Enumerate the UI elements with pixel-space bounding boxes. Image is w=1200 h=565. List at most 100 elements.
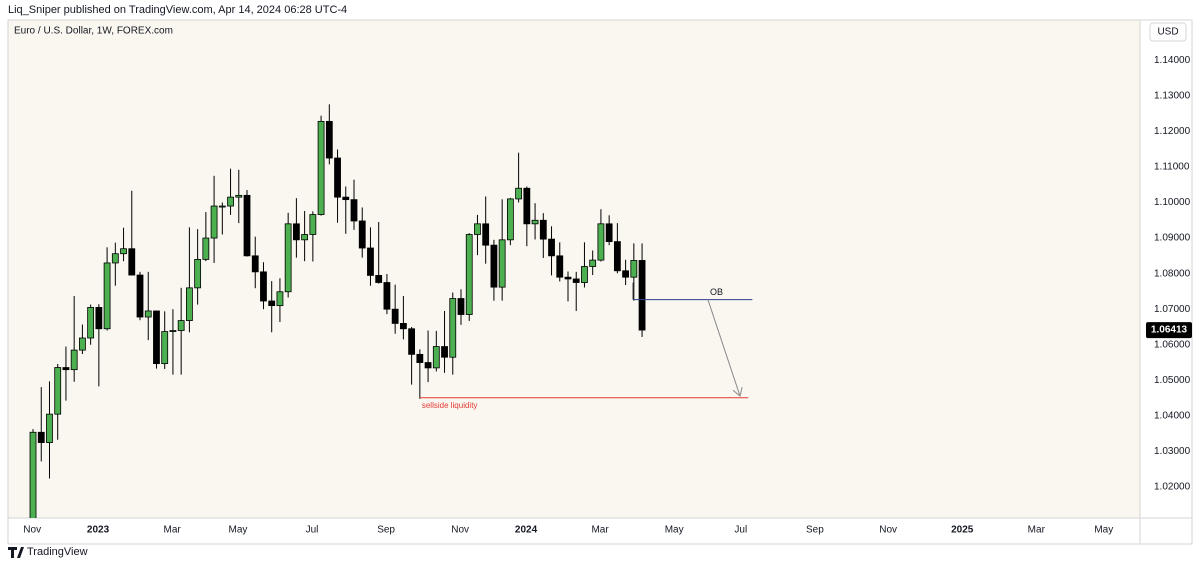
x-tick-label: Sep bbox=[377, 525, 395, 536]
candle-body bbox=[29, 431, 37, 518]
currency-box bbox=[1149, 22, 1187, 42]
footer-text: TradingView bbox=[27, 546, 88, 558]
candle-body bbox=[276, 291, 284, 307]
candle-body bbox=[120, 248, 127, 255]
candle-body bbox=[317, 120, 325, 215]
x-tick-label: Mar bbox=[163, 525, 181, 536]
candle-body bbox=[613, 241, 621, 272]
x-tick-label: Mar bbox=[591, 525, 609, 536]
candle-body bbox=[589, 259, 597, 267]
y-tick-label: 1.13000 bbox=[1154, 90, 1191, 101]
x-tick-label: 2025 bbox=[951, 525, 974, 536]
candle-body bbox=[111, 253, 119, 264]
candle-body bbox=[523, 187, 531, 225]
header-text: Liq_Sniper published on TradingView.com,… bbox=[8, 4, 347, 16]
y-tick-label: 1.09000 bbox=[1154, 233, 1191, 244]
candle-body bbox=[391, 308, 399, 324]
candle-body bbox=[284, 223, 292, 293]
x-tick-label: Jul bbox=[306, 525, 319, 536]
candle-body bbox=[441, 346, 448, 358]
candle-body bbox=[638, 260, 646, 331]
candle-body bbox=[70, 349, 78, 371]
candle-body bbox=[605, 223, 613, 243]
footer-logo: TradingView bbox=[8, 546, 88, 558]
candle-body bbox=[399, 323, 407, 330]
y-tick-label: 1.14000 bbox=[1154, 55, 1191, 66]
candle-body bbox=[334, 157, 341, 198]
x-tick-label: 2023 bbox=[87, 525, 110, 536]
y-tick-label: 1.08000 bbox=[1154, 268, 1191, 279]
x-tick-label: Nov bbox=[451, 525, 469, 536]
candle-body bbox=[383, 282, 391, 310]
last-price-box bbox=[1146, 322, 1192, 339]
currency: USD bbox=[1157, 27, 1178, 38]
candle-body bbox=[87, 307, 95, 339]
candle-body bbox=[153, 310, 160, 365]
y-tick-label: 1.12000 bbox=[1154, 126, 1191, 137]
candle-body bbox=[556, 255, 564, 278]
candle-body bbox=[235, 194, 243, 198]
candle-body bbox=[62, 367, 70, 371]
candle-body bbox=[548, 238, 555, 257]
candle-body bbox=[95, 307, 103, 330]
candle-body bbox=[218, 205, 226, 208]
y-tick-label: 1.05000 bbox=[1154, 375, 1191, 386]
candle-body bbox=[202, 237, 210, 260]
candle-body bbox=[490, 244, 498, 288]
x-tick-label: Sep bbox=[806, 525, 824, 536]
candle-body bbox=[251, 255, 259, 273]
level-label: sellside liquidity bbox=[422, 401, 478, 410]
y-tick-label: 1.06000 bbox=[1154, 339, 1191, 350]
candle-body bbox=[416, 353, 424, 363]
candle-body bbox=[457, 298, 465, 315]
candle-body bbox=[227, 196, 234, 207]
candle-body bbox=[260, 271, 267, 302]
y-tick-label: 1.11000 bbox=[1154, 162, 1190, 173]
level-label: OB bbox=[710, 287, 723, 297]
axes: 1.02000 1.03000 1.04000 1.05000 1.06000 1.070… bbox=[23, 55, 1192, 536]
candle-body bbox=[103, 262, 111, 330]
candle-body bbox=[169, 330, 177, 333]
candle-body bbox=[424, 362, 432, 369]
y-tick-label: 1.07000 bbox=[1154, 304, 1191, 315]
candle-body bbox=[564, 276, 572, 280]
candle-body bbox=[292, 223, 300, 241]
logo-icon bbox=[8, 547, 24, 558]
candle-body bbox=[622, 270, 630, 278]
candle-body bbox=[194, 258, 202, 289]
candle-body bbox=[408, 328, 416, 355]
x-tick-label: May bbox=[229, 525, 248, 536]
x-tick-label: Nov bbox=[879, 525, 897, 536]
candle-body bbox=[432, 346, 440, 369]
x-tick-label: 2024 bbox=[515, 525, 538, 536]
candle-body bbox=[79, 337, 86, 351]
candle-body bbox=[449, 298, 457, 358]
y-tick-label: 1.04000 bbox=[1154, 411, 1191, 422]
candle-body bbox=[630, 260, 638, 278]
plot-area bbox=[8, 20, 1140, 518]
x-tick-label: Mar bbox=[1028, 525, 1046, 536]
candle-body bbox=[581, 266, 588, 283]
candles bbox=[29, 104, 646, 518]
x-tick-label: Nov bbox=[23, 525, 41, 536]
candle-body bbox=[136, 274, 144, 318]
candle-body bbox=[515, 187, 523, 200]
candle-body bbox=[539, 219, 547, 240]
candle-body bbox=[597, 223, 605, 261]
candle-body bbox=[144, 310, 152, 318]
candle-body bbox=[342, 196, 350, 201]
candle-body bbox=[37, 431, 45, 443]
candle-body bbox=[482, 223, 490, 246]
overlay: OB sellside liquidity bbox=[419, 282, 753, 410]
y-tick-label: 1.02000 bbox=[1154, 482, 1191, 493]
candle-body bbox=[506, 198, 514, 241]
candle-body bbox=[474, 223, 481, 235]
candle-body bbox=[367, 247, 374, 276]
candle-body bbox=[177, 320, 185, 331]
candle-body bbox=[358, 220, 366, 249]
candle-body bbox=[572, 278, 580, 283]
candle-body bbox=[325, 120, 333, 159]
frame bbox=[7, 19, 1193, 545]
